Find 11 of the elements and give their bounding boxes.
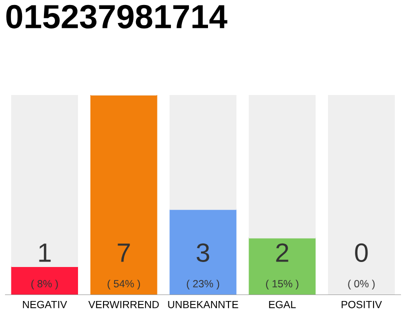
chart-title: 015237981714 xyxy=(6,4,228,29)
x-tick-label: POSITIV xyxy=(342,300,382,308)
data-label: 7 ( 54% ) xyxy=(108,244,140,290)
x-tick-label: UNBEKANNTE xyxy=(168,300,238,308)
x-tick-label: EGAL xyxy=(269,300,296,308)
data-label: 1 ( 8% ) xyxy=(31,244,58,290)
x-tick-label: NEGATIV xyxy=(22,300,68,308)
data-label: 0 ( 0% ) xyxy=(348,243,375,290)
x-tick-label: VERWIRREND xyxy=(88,300,159,308)
data-label: 2 ( 15% ) xyxy=(266,243,298,290)
data-label: 3 ( 23% ) xyxy=(186,243,220,290)
